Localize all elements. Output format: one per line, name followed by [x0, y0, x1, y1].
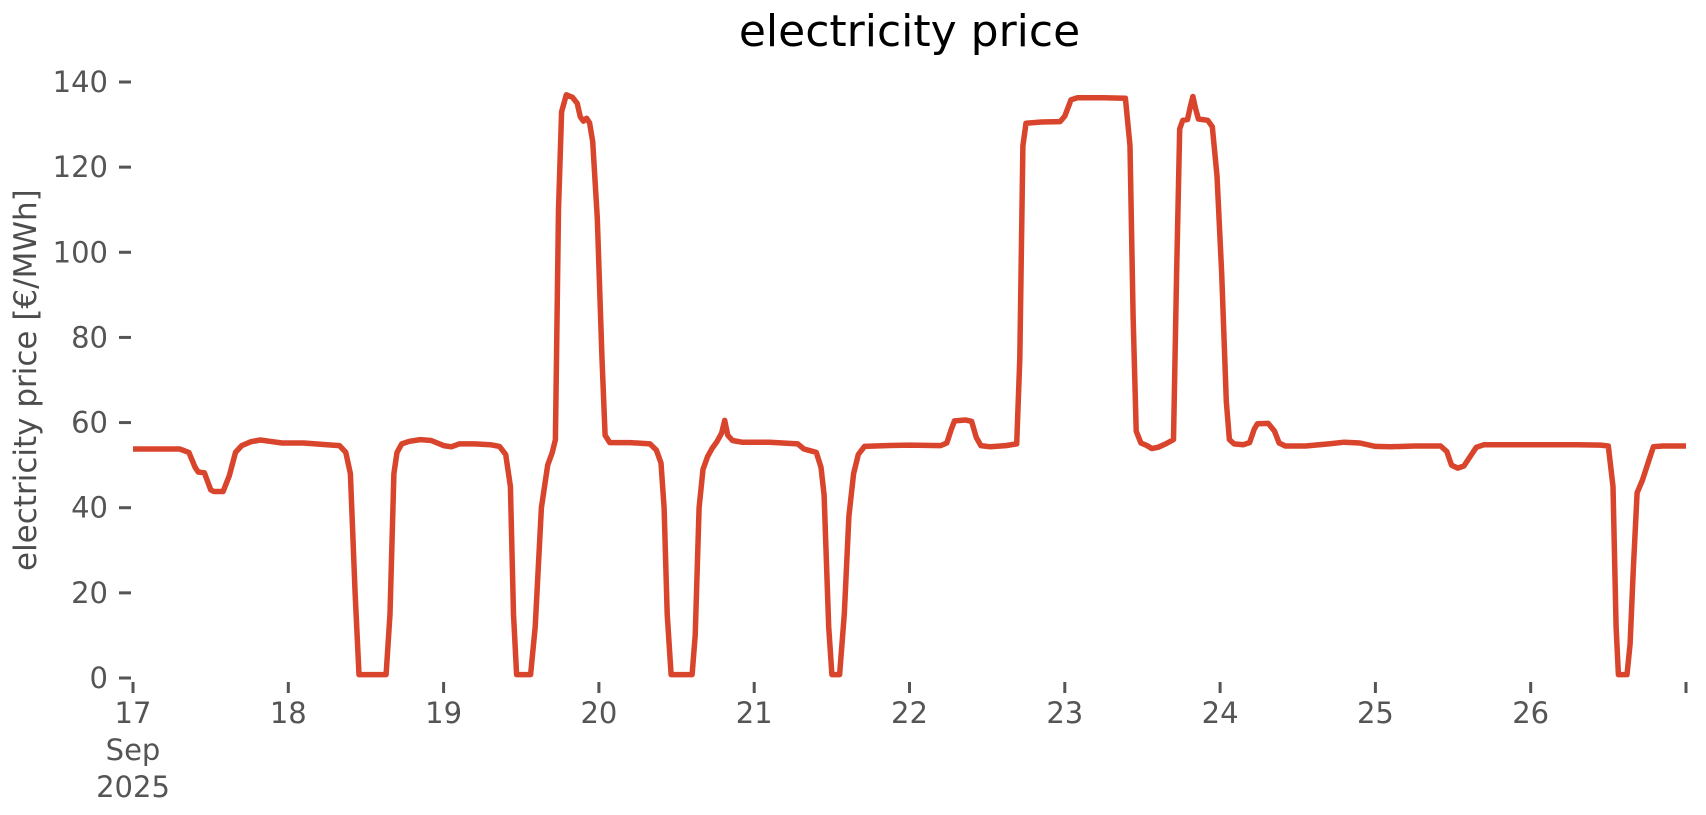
x-tick-label: 26 [1512, 696, 1549, 730]
x-tick-label: 20 [580, 696, 617, 730]
x-tick-sublabel: 2025 [96, 770, 170, 804]
x-tick-label: 17 [115, 696, 152, 730]
y-tick-label: 80 [71, 320, 108, 354]
y-tick-label: 120 [53, 150, 108, 184]
y-tick-label: 140 [53, 65, 108, 99]
price-line [133, 92, 1686, 678]
x-tick-label: 23 [1046, 696, 1083, 730]
y-tick-label: 40 [71, 491, 108, 525]
x-tick-label: 18 [270, 696, 307, 730]
y-tick-label: 60 [71, 406, 108, 440]
y-tick-label: 0 [90, 661, 108, 695]
x-tick-label: 24 [1202, 696, 1239, 730]
y-tick-label: 20 [71, 576, 108, 610]
x-tick-label: 22 [891, 696, 928, 730]
x-tick-sublabel: Sep [106, 733, 161, 767]
y-tick-label: 100 [53, 235, 108, 269]
x-tick-label: 21 [736, 696, 773, 730]
x-tick-label: 19 [425, 696, 462, 730]
x-tick-label: 25 [1357, 696, 1394, 730]
